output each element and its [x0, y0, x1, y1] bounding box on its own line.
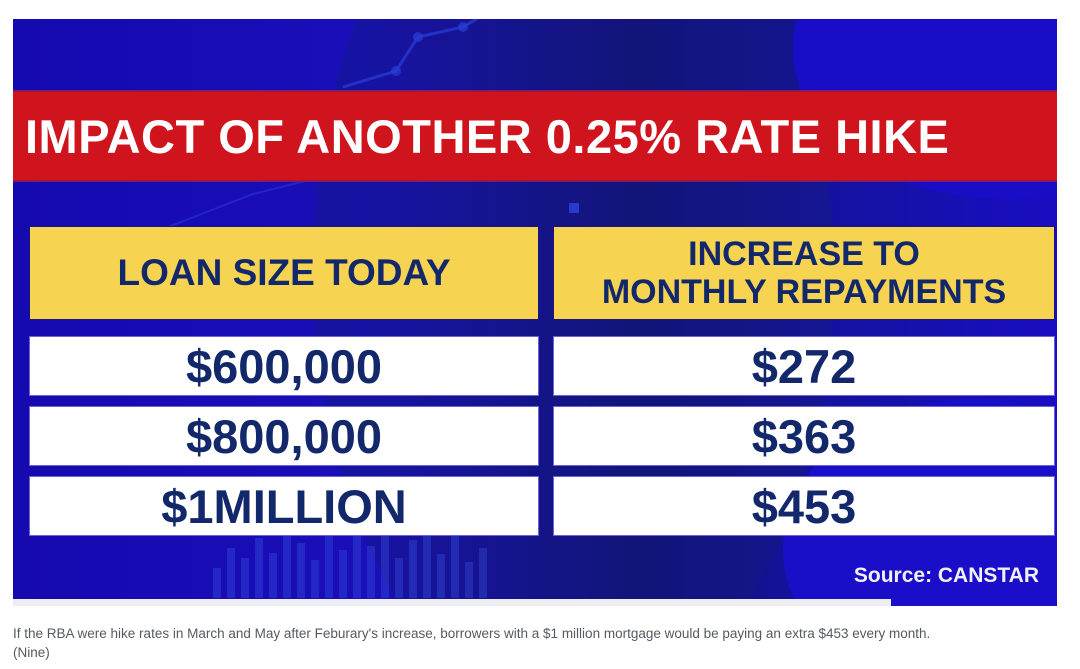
decorative-bars: [213, 518, 733, 598]
caption-credit: (Nine): [13, 645, 50, 660]
infographic-image: IMPACT OF ANOTHER 0.25% RATE HIKE LOAN S…: [13, 19, 1057, 606]
column-header-loan-size: LOAN SIZE TODAY: [29, 226, 539, 320]
table-cell-increase: $453: [553, 476, 1055, 536]
column-header-increase: INCREASE TO MONTHLY REPAYMENTS: [553, 226, 1055, 320]
image-caption: If the RBA were hike rates in March and …: [13, 624, 1073, 662]
table-cell-increase: $363: [553, 406, 1055, 466]
title-banner: IMPACT OF ANOTHER 0.25% RATE HIKE: [13, 90, 1057, 182]
graphic-title: IMPACT OF ANOTHER 0.25% RATE HIKE: [25, 109, 950, 163]
table-cell-increase: $272: [553, 336, 1055, 396]
table-cell-loan: $1MILLION: [29, 476, 539, 536]
decorative-line-chart: [162, 19, 579, 230]
video-progress-strip: [13, 599, 891, 606]
source-label: Source: CANSTAR: [853, 564, 1039, 587]
table-cell-loan: $600,000: [29, 336, 539, 396]
caption-text: If the RBA were hike rates in March and …: [13, 626, 931, 641]
table-cell-loan: $800,000: [29, 406, 539, 466]
